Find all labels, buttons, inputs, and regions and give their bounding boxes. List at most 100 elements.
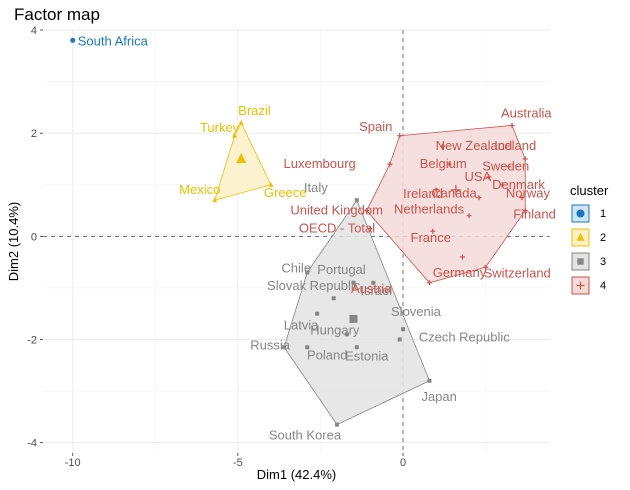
- cluster-4-label-14: OECD - Total: [299, 221, 375, 236]
- cluster-2-label-2: Mexico: [179, 182, 220, 197]
- cluster-3-point-0: [354, 198, 359, 203]
- cluster-4-point-11: [364, 208, 370, 214]
- cluster-4-point-6: [387, 161, 393, 167]
- cluster-3-label-2: Chile: [281, 260, 311, 275]
- cluster-3-label-4: Slovak Republic: [267, 278, 361, 293]
- cluster-3-label-3: Portugal: [317, 262, 366, 277]
- cluster-3-label-1: Israel: [360, 283, 392, 298]
- x-tick-label-2: 0: [400, 457, 406, 469]
- cluster-4-label-3: Iceland: [494, 138, 536, 153]
- cluster-3-label-7: Hungary: [310, 322, 360, 337]
- cluster-3-point-3: [351, 280, 356, 285]
- cluster-2-point-0: [238, 119, 244, 125]
- cluster-3-point-2: [305, 270, 310, 275]
- cluster-4-point-15: [430, 228, 436, 234]
- cluster-3-label-8: Czech Republic: [419, 330, 511, 345]
- cluster-3-point-13: [334, 422, 339, 427]
- cluster-4-point-14: [367, 226, 373, 232]
- cluster-3-point-1: [371, 280, 376, 285]
- cluster-4-point-17: [483, 264, 489, 270]
- legend-label-1: 1: [600, 208, 606, 220]
- cluster-2-group: Brazil Turkey Mexico Greece: [179, 103, 307, 203]
- cluster-1-group: South Africa: [70, 33, 149, 48]
- cluster-4-label-12: Norway: [506, 186, 551, 201]
- y-tick-label-4: 4: [31, 25, 37, 37]
- y-axis-title: Dim2 (10.4%): [6, 202, 21, 281]
- cluster-2-point-1: [232, 132, 238, 138]
- cluster-3-center: [349, 314, 358, 323]
- cluster-3-label-6: Slovenia: [391, 304, 442, 319]
- cluster-4-label-19: Germany: [433, 265, 487, 280]
- cluster-4-label-0: Australia: [501, 105, 552, 120]
- legend-marker-1: [576, 209, 585, 218]
- cluster-4-point-5: [506, 164, 512, 170]
- legend-label-2: 2: [600, 232, 606, 244]
- cluster-4-point-0: [509, 122, 515, 128]
- legend-title: cluster: [570, 183, 609, 198]
- cluster-4-point-8: [433, 187, 439, 193]
- cluster-3-label-10: Poland: [307, 347, 347, 362]
- cluster-3-label-0: Italy: [304, 180, 328, 195]
- cluster-4-label-1: Spain: [359, 119, 392, 134]
- cluster-2-center: [236, 152, 247, 163]
- cluster-2-label-1: Turkey: [200, 120, 240, 135]
- cluster-2-point-2: [212, 197, 218, 203]
- legend-marker-2: [576, 232, 585, 241]
- cluster-3-point-7: [344, 332, 349, 337]
- cluster-3-point-12: [427, 378, 432, 383]
- cluster-4-label-10: Canada: [431, 186, 477, 201]
- cluster-4-point-18: [426, 280, 432, 286]
- cluster-4-point-12: [519, 195, 525, 201]
- legend-marker-3: [577, 258, 584, 265]
- cluster-4-point-19: [459, 254, 465, 260]
- cluster-4-point-4: [446, 161, 452, 167]
- cluster-4-label-17: Switzerland: [484, 265, 551, 280]
- x-axis-title: Dim1 (42.4%): [257, 467, 336, 482]
- cluster-4-label-7: USA: [465, 169, 492, 184]
- cluster-3-point-9: [282, 345, 287, 350]
- cluster-2-label-0: Brazil: [238, 103, 271, 118]
- legend-label-4: 4: [600, 280, 606, 292]
- cluster-1-point-0: [70, 37, 76, 43]
- y-tick-label-3: 2: [31, 128, 37, 140]
- cluster-3-label-5: Latvia: [284, 318, 319, 333]
- cluster-4-label-15: France: [411, 230, 451, 245]
- cluster-3-point-10: [305, 345, 310, 350]
- cluster-4-label-5: Sweden: [482, 159, 529, 174]
- cluster-4-point-9: [499, 182, 505, 188]
- cluster-4-point-16: [522, 208, 528, 214]
- y-tick-label-0: -4: [27, 438, 37, 450]
- cluster-4-center: [450, 184, 461, 195]
- cluster-3-point-6: [401, 327, 406, 332]
- cluster-4-label-16: Finland: [513, 207, 556, 222]
- cluster-4-label-9: Denmark: [492, 177, 545, 192]
- legend-label-3: 3: [600, 256, 606, 268]
- cluster-2-point-3: [268, 181, 274, 187]
- cluster-3-label-12: Japan: [421, 389, 456, 404]
- y-tick-label-1: -2: [27, 335, 37, 347]
- chart-title: Factor map: [14, 5, 100, 24]
- cluster-4-point-10: [476, 195, 482, 201]
- cluster-4-label-8: Ireland: [403, 186, 443, 201]
- cluster-4-label-11: United Kingdom: [290, 203, 383, 218]
- y-tick-label-2: 0: [31, 231, 37, 243]
- cluster-1-label-0: South Africa: [78, 33, 149, 48]
- cluster-3-point-11: [354, 345, 359, 350]
- cluster-4-point-3: [522, 156, 528, 162]
- x-tick-label-1: -5: [233, 457, 243, 469]
- cluster-3-label-9: Russia: [250, 337, 291, 352]
- cluster-3-point-5: [315, 311, 320, 316]
- cluster-4-point-7: [486, 174, 492, 180]
- cluster-2-label-3: Greece: [264, 185, 307, 200]
- cluster-4-point-13: [466, 213, 472, 219]
- cluster-4-point-2: [440, 143, 446, 149]
- cluster-4-label-18: Austria: [351, 281, 392, 296]
- cluster-3-point-4: [331, 296, 336, 301]
- legend-marker-4: [576, 281, 585, 290]
- x-tick-label-0: -10: [65, 457, 81, 469]
- cluster-3-point-8: [397, 337, 402, 342]
- cluster-3-label-13: South Korea: [269, 428, 342, 443]
